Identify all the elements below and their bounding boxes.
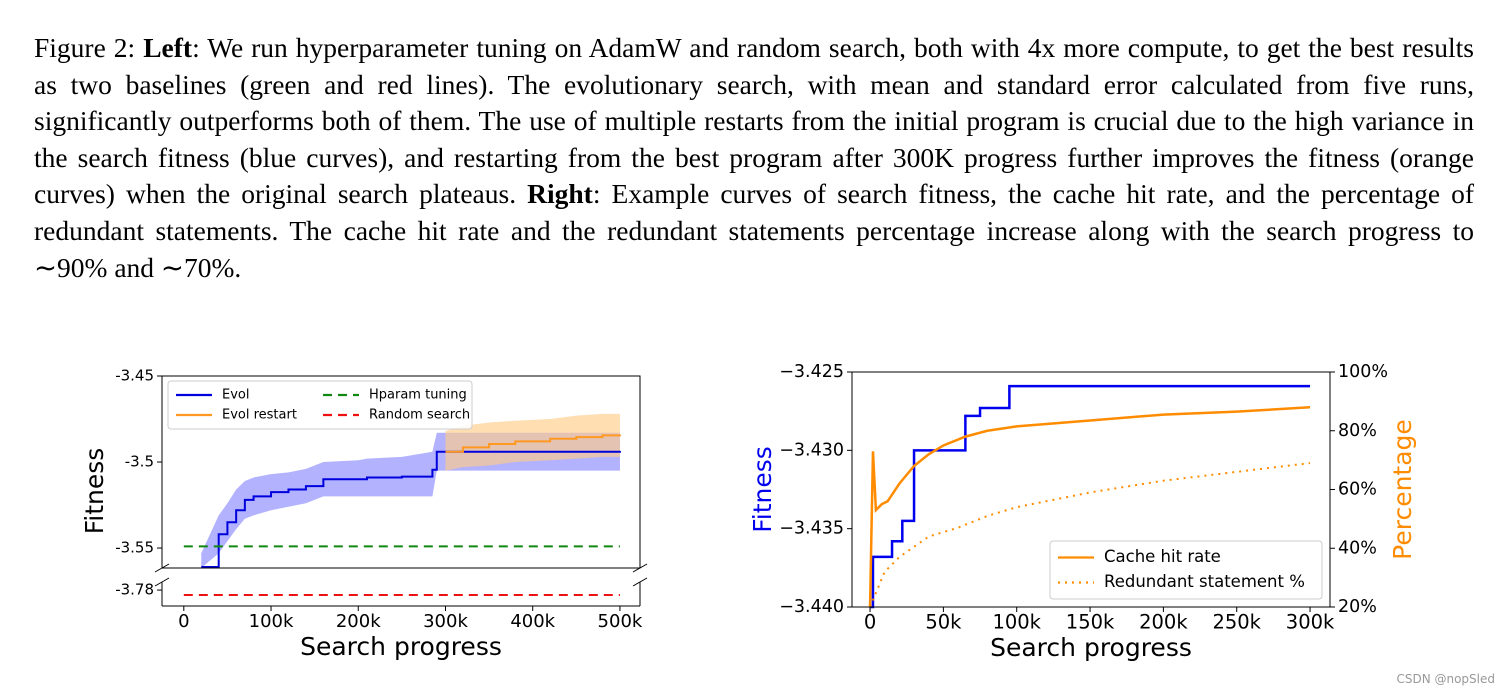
y2-axis-label: Percentage [1388, 419, 1417, 560]
x-axis-label: Search progress [300, 632, 502, 661]
error-band [201, 432, 620, 568]
y-tick-label: -3.78 [115, 581, 154, 599]
x-tick-label: 200k [336, 611, 381, 632]
legend-box [167, 380, 473, 430]
axis-break [632, 577, 648, 587]
y-tick-label: -3.5 [125, 453, 154, 471]
x-tick-label: 0 [864, 611, 876, 634]
x-tick-label: 400k [510, 611, 555, 632]
y-tick-label: 40% [1338, 538, 1377, 558]
x-tick-label: 50k [925, 611, 962, 634]
caption-left-label: Left [143, 32, 193, 63]
caption-left-text: : We run hyperparameter tuning on AdamW … [34, 32, 1474, 210]
axis-break [154, 577, 170, 587]
y-tick-label: −3.435 [779, 519, 844, 539]
legend-label: Evol restart [222, 408, 297, 423]
x-tick-label: 200k [1139, 611, 1188, 634]
legend-label: Random search [369, 408, 470, 423]
plot-frame [161, 375, 641, 569]
series-line [868, 406, 1311, 608]
x-axis-label: Search progress [990, 633, 1192, 662]
legend-label: Hparam tuning [369, 388, 467, 403]
axis-break [632, 563, 648, 573]
x-tick-label: 500k [598, 611, 643, 632]
legend-label: Cache hit rate [1104, 547, 1221, 566]
x-tick-label: 250k [1212, 611, 1261, 634]
y-tick-label: 20% [1338, 597, 1377, 617]
y-tick-label: -3.55 [115, 539, 154, 557]
series-line [870, 384, 1311, 609]
y-tick-label: −3.440 [779, 597, 844, 617]
x-tick-label: 150k [1066, 611, 1115, 634]
y-axis-label: Fitness [748, 446, 777, 533]
x-tick-label: 100k [992, 611, 1041, 634]
legend-label: Evol [222, 388, 249, 403]
x-tick-label: 100k [249, 611, 294, 632]
legend-label: Redundant statement % [1104, 572, 1305, 591]
series-line [445, 434, 621, 453]
x-tick-label: 300k [1286, 611, 1335, 634]
y-axis-label: Fitness [80, 448, 109, 535]
y-tick-label: -3.45 [115, 367, 154, 385]
caption-label: Figure 2: [34, 32, 136, 63]
caption-right-label: Right [527, 178, 593, 210]
x-tick-label: 0 [178, 611, 189, 632]
legend-box [1049, 540, 1323, 600]
series-line [201, 450, 621, 568]
y-tick-label: −3.430 [779, 440, 844, 460]
caption: Figure 2: Left: We run hyperparameter tu… [34, 30, 1474, 286]
axis-break [154, 563, 170, 573]
caption-right-text: : Example curves of search fitness, the … [34, 178, 1475, 283]
watermark: CSDN @nopSled [1396, 672, 1495, 686]
y-tick-label: 60% [1338, 480, 1377, 500]
y-tick-label: 100% [1338, 362, 1388, 382]
x-tick-label: 300k [423, 611, 468, 632]
y-tick-label: −3.425 [779, 362, 844, 382]
y-tick-label: 80% [1338, 421, 1377, 441]
